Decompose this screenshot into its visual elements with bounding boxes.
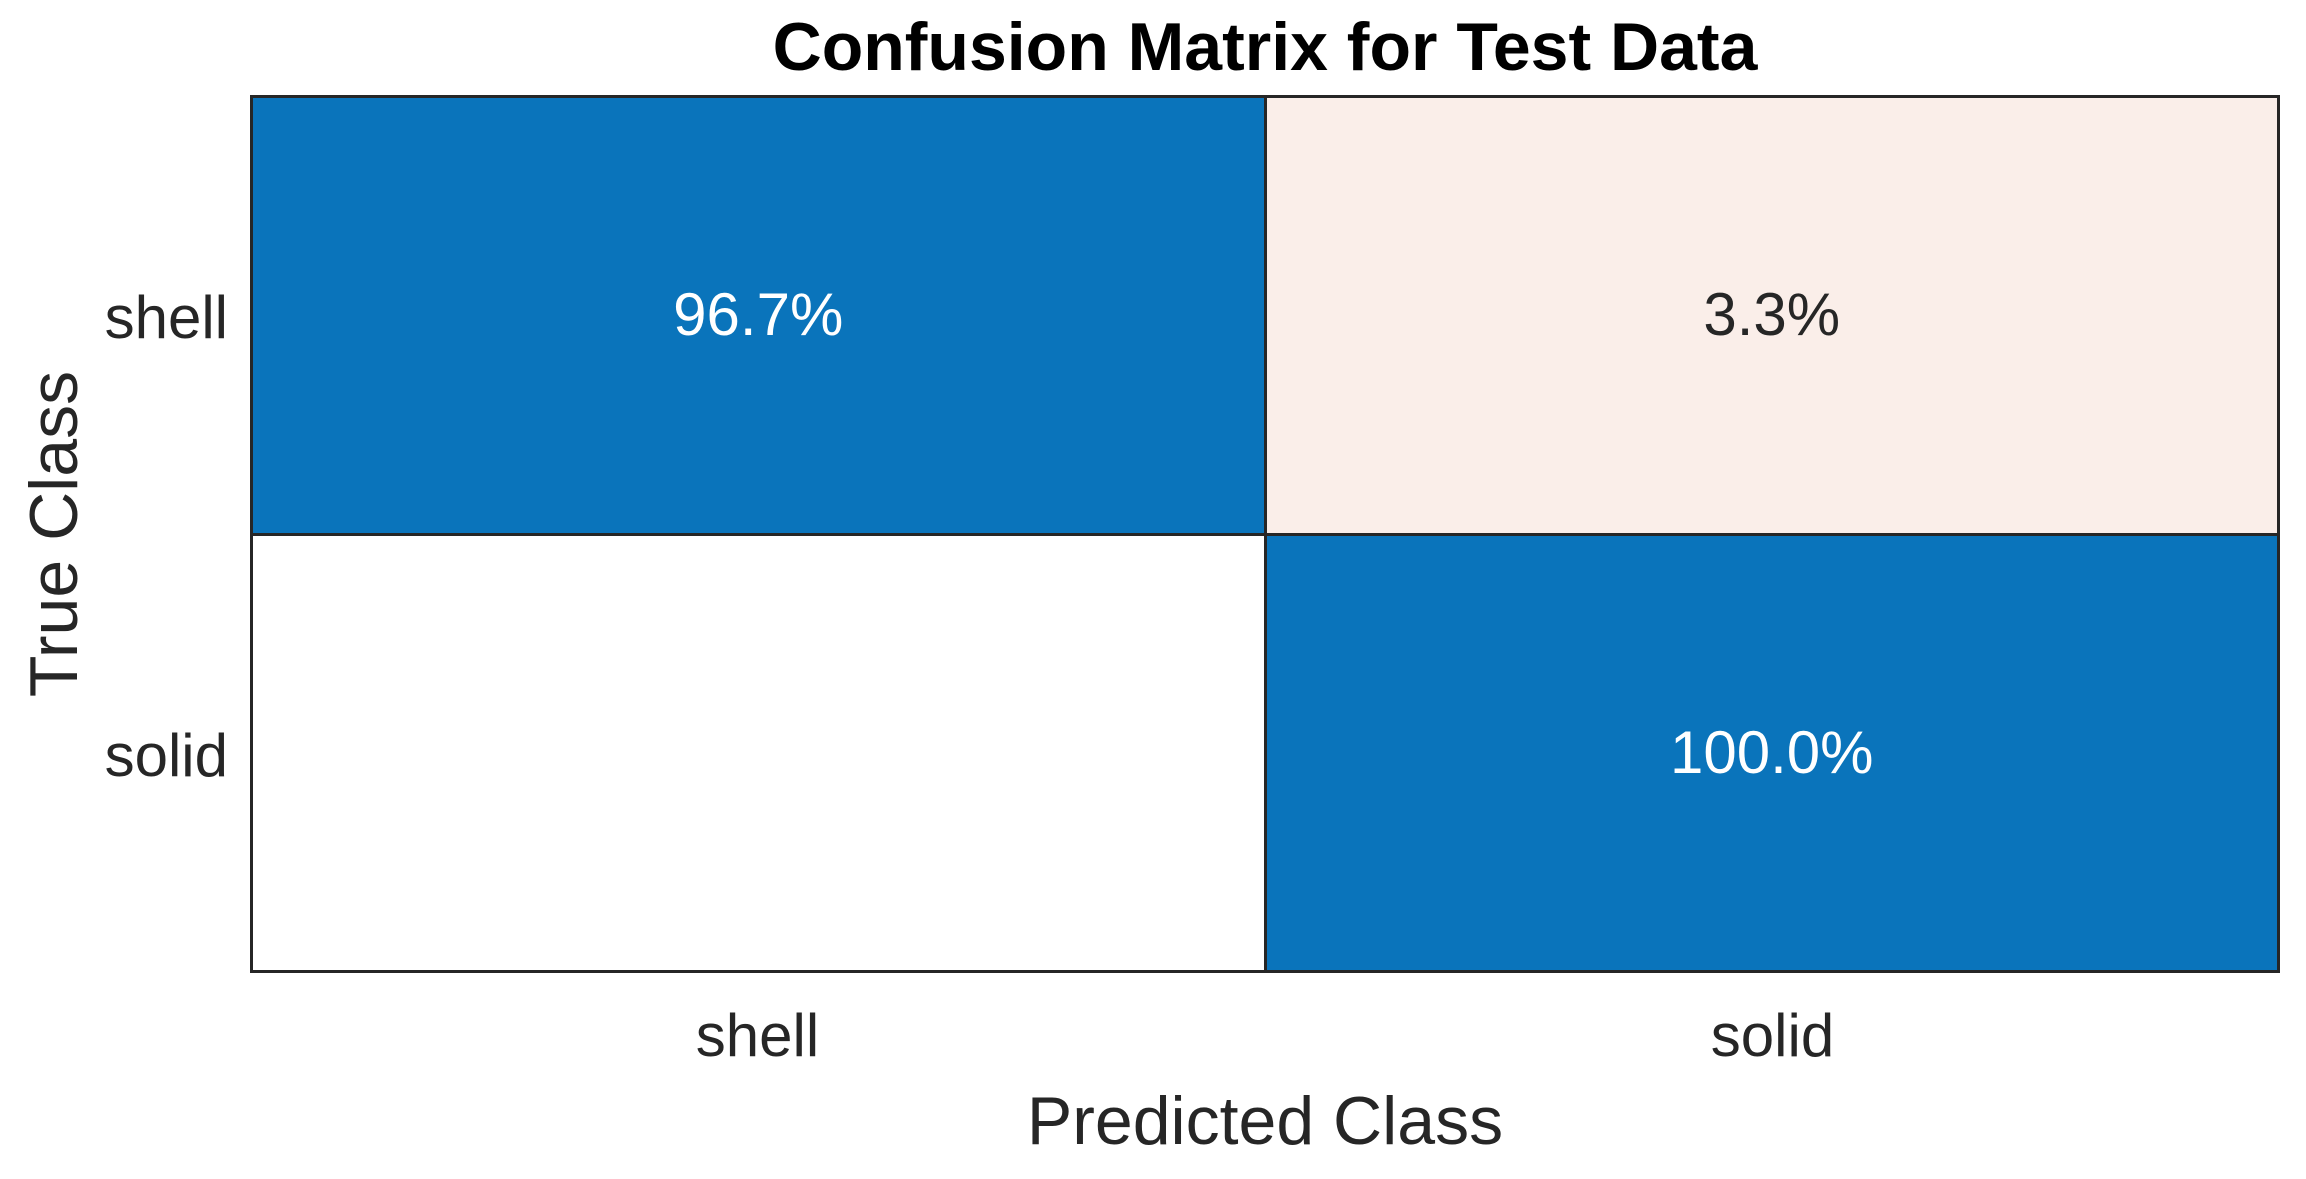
matrix-cell-true-solid-pred-shell [253, 535, 1264, 970]
cell-value: 100.0% [1670, 718, 1874, 786]
chart-title: Confusion Matrix for Test Data [772, 9, 1758, 85]
matrix-cell-true-solid-pred-solid: 100.0% [1266, 535, 2277, 970]
x-axis-label: Predicted Class [1026, 1083, 1504, 1159]
cell-value: 3.3% [1703, 281, 1841, 349]
matrix-cell-true-shell-pred-solid: 3.3% [1266, 98, 2277, 533]
matrix-cell-true-shell-pred-shell: 96.7% [253, 98, 1264, 533]
y-tick-label-shell: shell [104, 284, 228, 351]
x-tick-label-solid: solid [1710, 1002, 1835, 1069]
y-axis-label: True Class [16, 370, 92, 698]
x-tick-label-shell: shell [695, 1002, 820, 1069]
y-tick-label-solid: solid [104, 722, 228, 789]
cell-value: 96.7% [673, 281, 844, 349]
confusion-matrix-grid: 96.7% 3.3% 100.0% [250, 95, 2280, 973]
